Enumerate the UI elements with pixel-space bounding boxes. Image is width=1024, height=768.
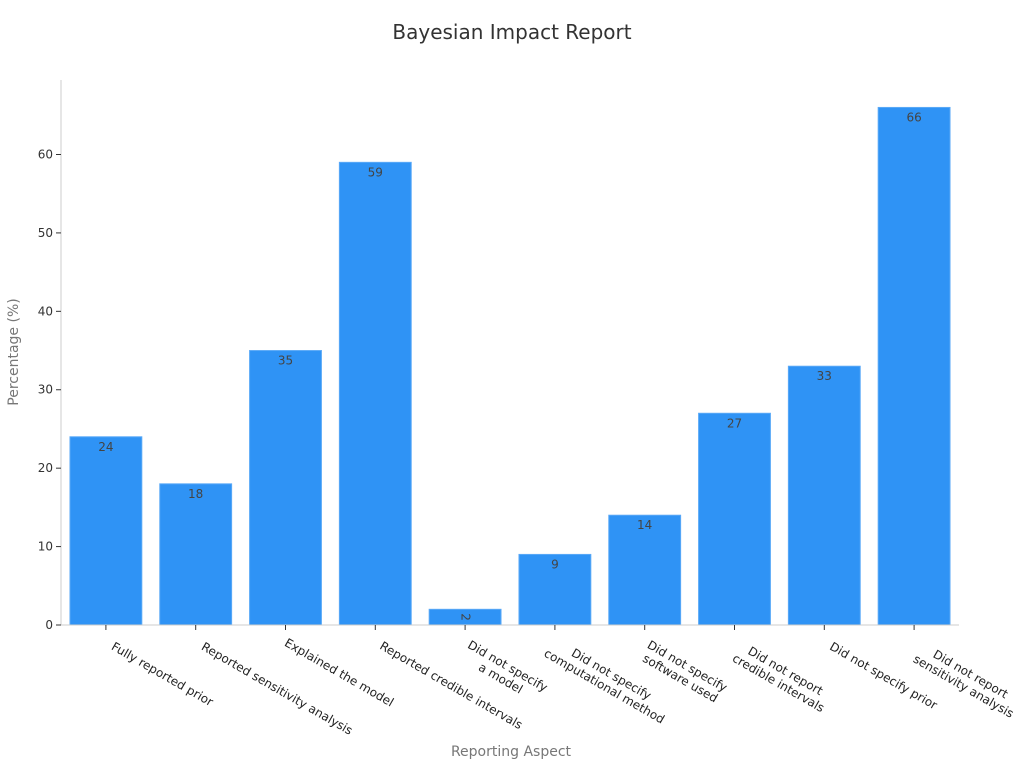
bar — [698, 412, 771, 626]
x-tick-label-line: Did not specify prior — [827, 639, 939, 712]
x-tick-label: Did not specify prior — [827, 639, 939, 712]
y-tick-label: 30 — [38, 383, 53, 397]
bar — [249, 350, 322, 626]
data-labels-group: 24 18 35 59 2 9 14 27 33 66 — [98, 110, 921, 621]
bar-value-label: 2 — [459, 613, 473, 621]
x-tick-label-text: Did not specifysoftware used — [638, 638, 730, 707]
x-tick-label-text: Reported sensitivity analysis — [199, 640, 355, 738]
bar-value-label: 18 — [188, 487, 203, 501]
x-tick-label: Did not specifysoftware used — [638, 638, 730, 707]
bar — [608, 514, 682, 626]
bar-value-label: 14 — [637, 518, 652, 532]
bar-value-label: 9 — [551, 557, 559, 571]
y-tick-label: 20 — [38, 461, 53, 475]
bar-value-label: 66 — [906, 110, 921, 124]
y-tick-label: 0 — [45, 618, 53, 632]
bar-value-label: 33 — [817, 369, 832, 383]
x-tick-label-text: Did not specify prior — [827, 639, 939, 712]
bar — [877, 106, 951, 626]
y-tick-label: 40 — [38, 304, 53, 318]
y-tick-label: 60 — [38, 147, 53, 161]
bar-value-label: 27 — [727, 416, 742, 430]
x-tick-label-line: Reported sensitivity analysis — [199, 640, 355, 738]
bar — [787, 365, 861, 626]
bar-value-label: 35 — [278, 354, 293, 368]
chart-title: Bayesian Impact Report — [392, 20, 632, 44]
bar — [69, 436, 143, 626]
x-tick-label: Did not reportcredible intervals — [730, 639, 834, 715]
x-tick-label-text: Did not reportcredible intervals — [730, 639, 834, 715]
y-tick-label: 50 — [38, 226, 53, 240]
bar-value-label: 59 — [368, 165, 383, 179]
y-axis-title: Percentage (%) — [6, 298, 22, 405]
y-tick-label: 10 — [38, 540, 53, 554]
bar — [338, 161, 412, 626]
y-axis: 0 10 20 30 40 50 60 — [38, 80, 62, 632]
bar — [159, 483, 233, 626]
x-axis-title: Reporting Aspect — [451, 744, 572, 760]
bar-value-label: 24 — [98, 440, 113, 454]
x-tick-label: Reported sensitivity analysis — [199, 640, 355, 738]
bars-group — [69, 106, 951, 626]
